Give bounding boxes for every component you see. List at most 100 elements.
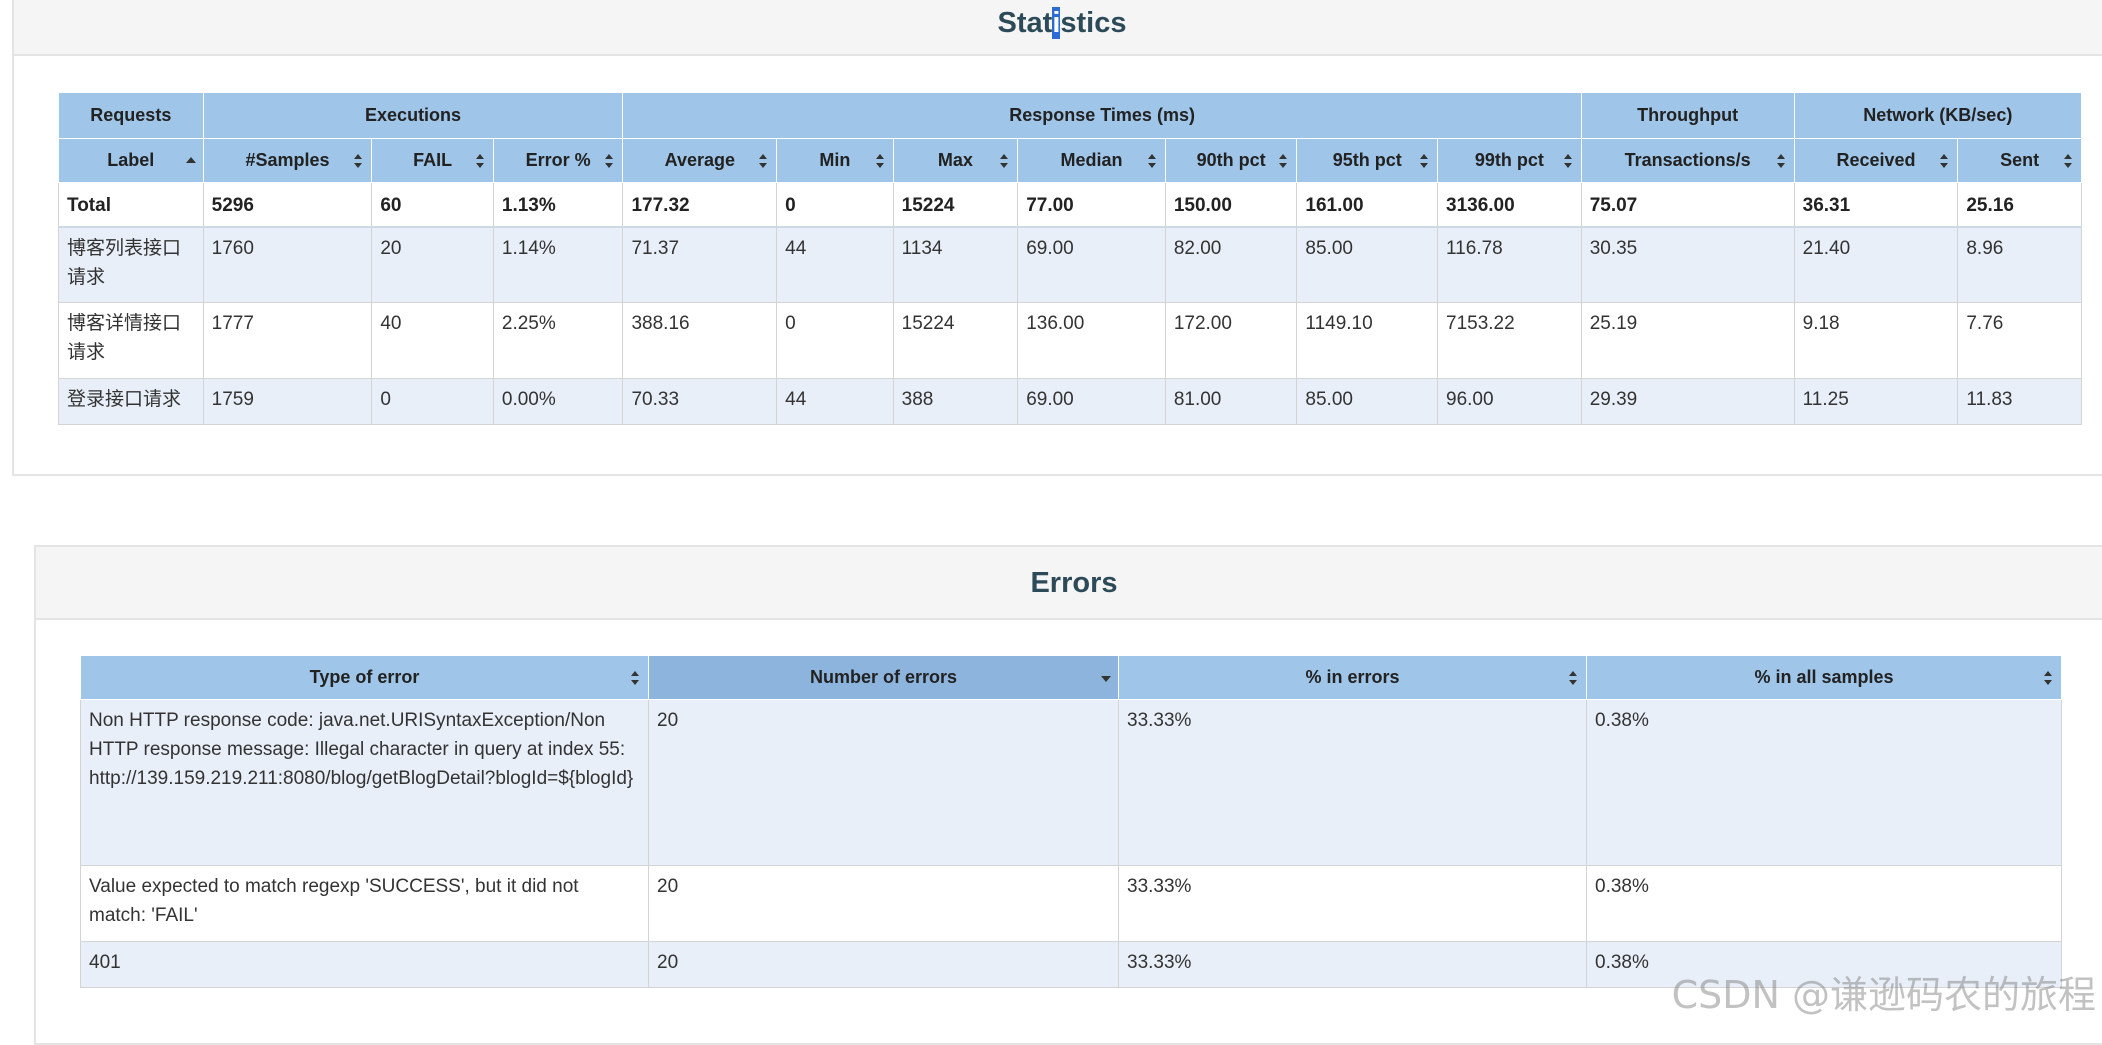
table-cell: 116.78 — [1438, 227, 1582, 303]
column-header-label: % in errors — [1305, 667, 1399, 687]
column-header-label[interactable]: Label — [59, 139, 204, 183]
column-header-90th-pct[interactable]: 90th pct — [1165, 139, 1297, 183]
table-cell: 1759 — [203, 379, 372, 425]
column-header-label: 90th pct — [1197, 150, 1266, 170]
column-header-in-all-samples[interactable]: % in all samples — [1587, 656, 2062, 700]
column-header-95th-pct[interactable]: 95th pct — [1297, 139, 1438, 183]
table-cell: 71.37 — [623, 227, 777, 303]
table-cell: 81.00 — [1165, 379, 1297, 425]
table-cell: 11.83 — [1958, 379, 2082, 425]
sort-arrows-icon — [604, 153, 614, 169]
column-header-number-of-errors[interactable]: Number of errors — [649, 656, 1119, 700]
column-header-label: FAIL — [413, 150, 452, 170]
table-cell: Total — [59, 183, 204, 227]
column-header-samples[interactable]: #Samples — [203, 139, 372, 183]
group-header-requests: Requests — [59, 93, 204, 139]
column-header-label: Label — [107, 150, 154, 170]
table-cell: 15224 — [893, 303, 1018, 379]
column-header-fail[interactable]: FAIL — [372, 139, 494, 183]
table-cell: 20 — [649, 942, 1119, 988]
column-header-median[interactable]: Median — [1018, 139, 1166, 183]
column-header-min[interactable]: Min — [777, 139, 894, 183]
table-cell: 博客详情接口请求 — [59, 303, 204, 379]
sort-arrows-icon — [353, 153, 363, 169]
table-row: Value expected to match regexp 'SUCCESS'… — [81, 866, 2062, 942]
table-cell: Non HTTP response code: java.net.URISynt… — [81, 700, 649, 866]
column-header-type-of-error[interactable]: Type of error — [81, 656, 649, 700]
table-cell: 1.13% — [493, 183, 623, 227]
sort-arrows-icon — [1278, 153, 1288, 169]
table-cell: 33.33% — [1119, 866, 1587, 942]
column-header-label: Average — [665, 150, 735, 170]
sort-arrows-icon — [999, 153, 1009, 169]
column-header-error[interactable]: Error % — [493, 139, 623, 183]
sort-arrows-icon — [1776, 153, 1786, 169]
sort-arrows-icon — [475, 153, 485, 169]
table-cell: 7.76 — [1958, 303, 2082, 379]
table-cell: 7153.22 — [1438, 303, 1582, 379]
table-cell: 82.00 — [1165, 227, 1297, 303]
table-cell: 36.31 — [1794, 183, 1958, 227]
table-cell: 11.25 — [1794, 379, 1958, 425]
column-header-label: % in all samples — [1754, 667, 1893, 687]
table-cell: 25.16 — [1958, 183, 2082, 227]
group-header-response-times: Response Times (ms) — [623, 93, 1581, 139]
table-cell: 96.00 — [1438, 379, 1582, 425]
table-cell: 0.38% — [1587, 866, 2062, 942]
table-cell: 44 — [777, 379, 894, 425]
table-cell: 388.16 — [623, 303, 777, 379]
sort-arrows-icon — [2063, 153, 2073, 169]
column-header-label: Max — [938, 150, 973, 170]
column-header-transactions-s[interactable]: Transactions/s — [1581, 139, 1794, 183]
table-cell: 博客列表接口请求 — [59, 227, 204, 303]
table-cell: 20 — [649, 866, 1119, 942]
table-cell: 70.33 — [623, 379, 777, 425]
table-cell: 0 — [777, 303, 894, 379]
column-header-label: #Samples — [245, 150, 329, 170]
table-cell: 0 — [777, 183, 894, 227]
sort-descending-icon — [1100, 670, 1110, 686]
table-cell: 9.18 — [1794, 303, 1958, 379]
table-cell: 20 — [649, 700, 1119, 866]
sort-arrows-icon — [630, 670, 640, 686]
column-header-sent[interactable]: Sent — [1958, 139, 2082, 183]
column-header-label: Type of error — [310, 667, 420, 687]
column-header-in-errors[interactable]: % in errors — [1119, 656, 1587, 700]
group-header-throughput: Throughput — [1581, 93, 1794, 139]
table-cell: 15224 — [893, 183, 1018, 227]
table-cell: 136.00 — [1018, 303, 1166, 379]
table-cell: 登录接口请求 — [59, 379, 204, 425]
table-cell: 77.00 — [1018, 183, 1166, 227]
table-row: Non HTTP response code: java.net.URISynt… — [81, 700, 2062, 866]
table-cell: 40 — [372, 303, 494, 379]
sort-ascending-icon — [185, 153, 195, 169]
errors-title: Errors — [36, 547, 2102, 620]
statistics-title-part: Stat — [998, 7, 1053, 39]
column-header-received[interactable]: Received — [1794, 139, 1958, 183]
table-cell: 69.00 — [1018, 227, 1166, 303]
table-cell: 25.19 — [1581, 303, 1794, 379]
table-cell: Value expected to match regexp 'SUCCESS'… — [81, 866, 649, 942]
group-header-network: Network (KB/sec) — [1794, 93, 2081, 139]
sort-arrows-icon — [1147, 153, 1157, 169]
column-header-average[interactable]: Average — [623, 139, 777, 183]
sort-arrows-icon — [875, 153, 885, 169]
column-header-max[interactable]: Max — [893, 139, 1018, 183]
column-header-label: 99th pct — [1475, 150, 1544, 170]
column-header-label: Transactions/s — [1625, 150, 1751, 170]
column-header-99th-pct[interactable]: 99th pct — [1438, 139, 1582, 183]
table-cell: 0 — [372, 379, 494, 425]
table-cell: 29.39 — [1581, 379, 1794, 425]
table-cell: 30.35 — [1581, 227, 1794, 303]
table-cell: 85.00 — [1297, 379, 1438, 425]
table-cell: 388 — [893, 379, 1018, 425]
statistics-title: Statistics — [14, 0, 2102, 56]
table-cell: 401 — [81, 942, 649, 988]
table-cell: 85.00 — [1297, 227, 1438, 303]
table-cell: 20 — [372, 227, 494, 303]
column-header-label: 95th pct — [1333, 150, 1402, 170]
table-cell: 3136.00 — [1438, 183, 1582, 227]
group-header-executions: Executions — [203, 93, 623, 139]
sort-arrows-icon — [1419, 153, 1429, 169]
